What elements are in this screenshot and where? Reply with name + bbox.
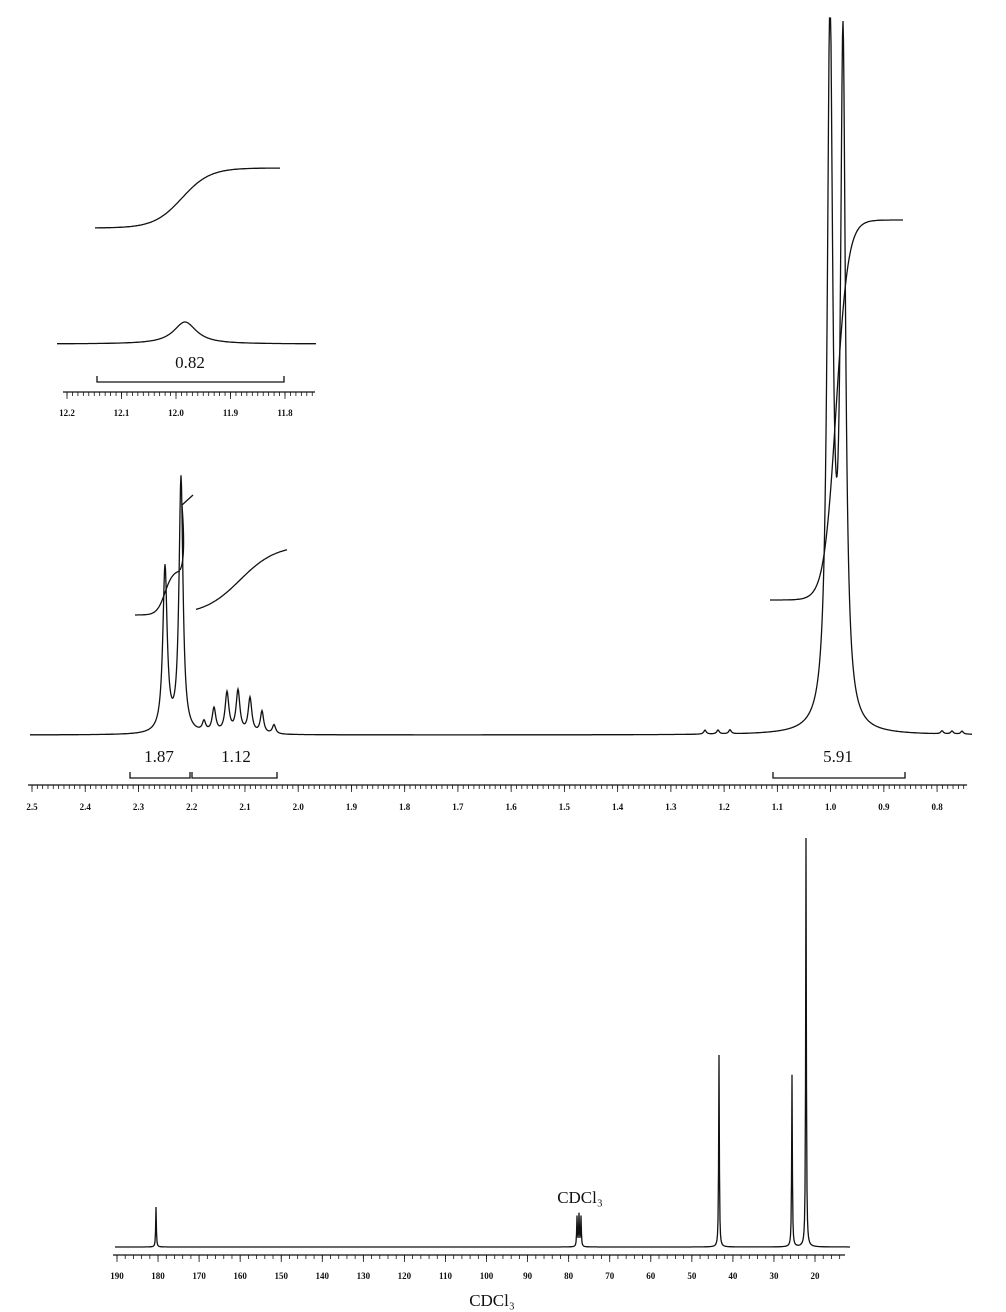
tick-label: 90 [523,1271,533,1281]
integral-curve [195,549,288,611]
tick-label: 20 [811,1271,821,1281]
integral-bracket [96,376,285,383]
tick-label: 170 [192,1271,206,1281]
integral-label: 5.91 [823,747,853,766]
tick-label: 12.0 [168,408,184,418]
spectrum-trace [115,837,850,1248]
tick-label: 1.6 [506,802,518,812]
axis-title: CDCl₃ [469,1291,515,1310]
tick-label: 80 [564,1271,574,1281]
tick-label: 1.7 [452,802,464,812]
tick-label: 2.1 [239,802,251,812]
tick-label: 2.4 [80,802,92,812]
tick-label: 100 [480,1271,494,1281]
tick-label: 160 [233,1271,247,1281]
tick-label: 120 [398,1271,412,1281]
tick-label: 1.1 [772,802,784,812]
tick-label: 11.9 [223,408,239,418]
integral-curve [135,570,181,616]
tick-label: 1.8 [399,802,411,812]
tick-label: 150 [274,1271,288,1281]
tick-label: 2.3 [133,802,145,812]
tick-label: 140 [316,1271,330,1281]
tick-label: 1.9 [346,802,358,812]
tick-label: 0.9 [878,802,890,812]
tick-label: 1.2 [718,802,730,812]
tick-label: 40 [728,1271,738,1281]
integral-curve [179,494,194,571]
tick-label: 12.1 [114,408,130,418]
tick-label: 70 [605,1271,615,1281]
integral-label: 0.82 [175,353,205,372]
solvent-label: CDCl₃ [557,1188,603,1207]
tick-label: 180 [151,1271,165,1281]
tick-label: 1.5 [559,802,571,812]
spectrum-trace [57,321,317,345]
tick-label: 50 [687,1271,697,1281]
tick-label: 130 [357,1271,371,1281]
integral-bracket [129,772,191,779]
tick-label: 11.8 [277,408,293,418]
integral-curve [95,167,280,229]
integral-label: 1.12 [221,747,251,766]
tick-label: 2.5 [26,802,38,812]
tick-label: 30 [769,1271,779,1281]
tick-label: 2.2 [186,802,198,812]
tick-label: 0.8 [931,802,943,812]
tick-label: 1.3 [665,802,677,812]
tick-label: 1.0 [825,802,837,812]
integral-bracket [191,772,278,779]
integral-curve [770,219,903,601]
tick-label: 60 [646,1271,656,1281]
tick-label: 190 [110,1271,124,1281]
integral-bracket [772,772,906,779]
integral-label: 1.87 [144,747,174,766]
tick-label: 12.2 [59,408,75,418]
tick-label: 110 [439,1271,453,1281]
tick-label: 1.4 [612,802,624,812]
spectrum-trace [30,17,972,736]
tick-label: 2.0 [293,802,305,812]
